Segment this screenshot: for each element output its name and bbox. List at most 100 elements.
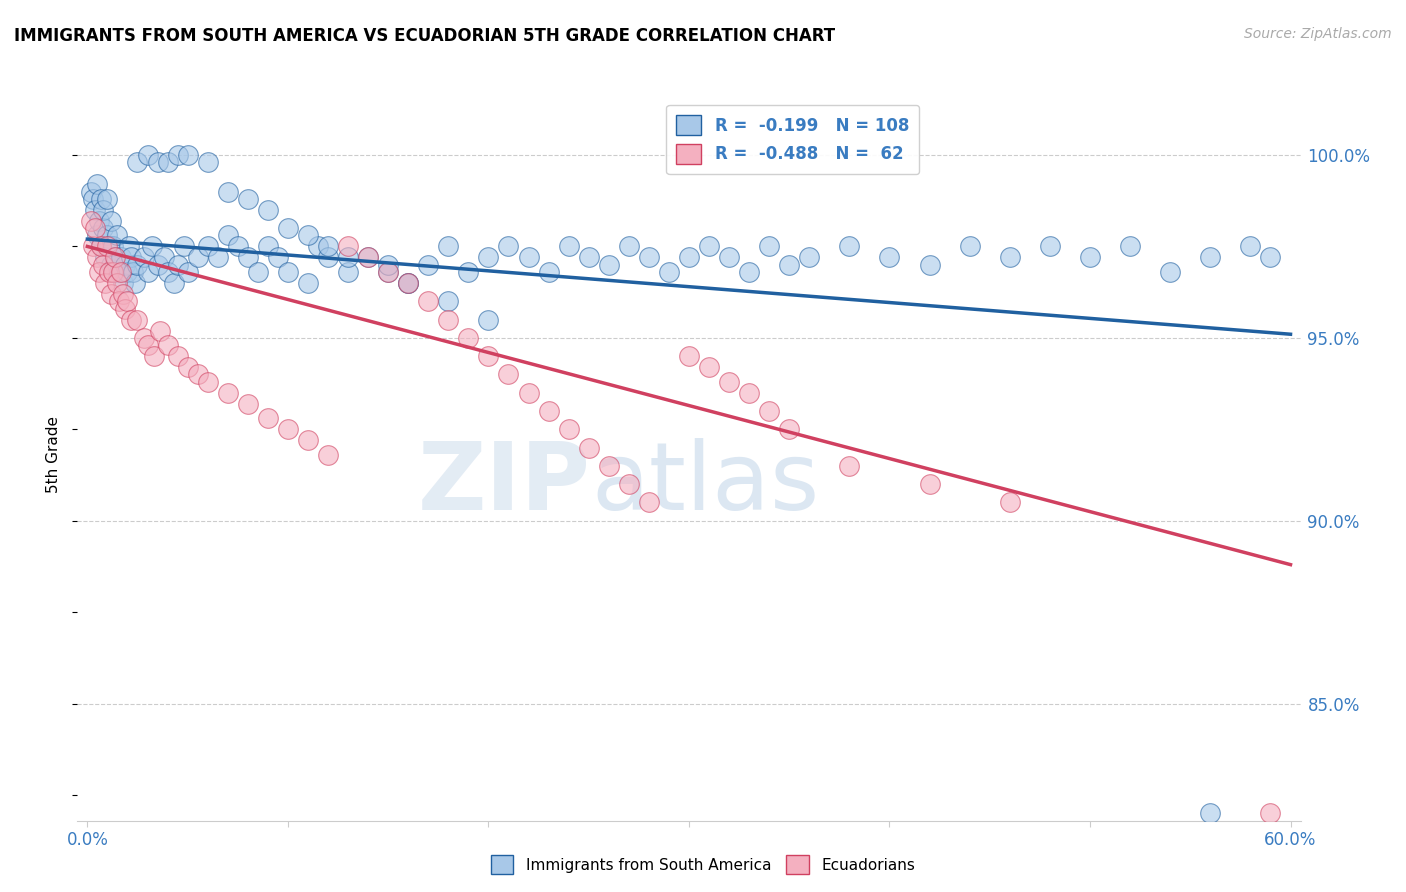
Point: [104, 251, 127, 265]
Point: [148, 324, 170, 338]
Point: [598, 458, 620, 473]
Point: [337, 251, 360, 265]
Point: [80, 185, 103, 199]
Point: [718, 251, 741, 265]
Point: [277, 221, 299, 235]
Point: [537, 404, 560, 418]
Point: [136, 338, 159, 352]
Point: [678, 349, 700, 363]
Point: [94, 276, 117, 290]
Point: [256, 202, 278, 217]
Point: [156, 155, 179, 169]
Point: [998, 495, 1021, 509]
Point: [658, 265, 681, 279]
Point: [107, 276, 129, 290]
Point: [998, 251, 1021, 265]
Point: [879, 251, 901, 265]
Point: [1078, 251, 1101, 265]
Point: [838, 239, 860, 253]
Point: [598, 258, 620, 272]
Point: [89, 214, 111, 228]
Point: [1159, 265, 1181, 279]
Point: [637, 251, 659, 265]
Point: [498, 239, 520, 253]
Point: [146, 155, 169, 169]
Point: [738, 385, 761, 400]
Legend: Immigrants from South America, Ecuadorians: Immigrants from South America, Ecuadoria…: [485, 849, 921, 880]
Point: [114, 301, 136, 316]
Point: [173, 239, 195, 253]
Point: [98, 265, 121, 279]
Point: [236, 397, 259, 411]
Point: [93, 221, 115, 235]
Point: [1199, 251, 1222, 265]
Point: [176, 265, 198, 279]
Point: [142, 349, 165, 363]
Point: [437, 294, 460, 309]
Point: [918, 258, 941, 272]
Point: [557, 239, 579, 253]
Point: [578, 251, 600, 265]
Point: [1239, 239, 1261, 253]
Point: [197, 239, 219, 253]
Point: [758, 404, 780, 418]
Point: [256, 239, 278, 253]
Point: [277, 265, 299, 279]
Point: [396, 276, 419, 290]
Point: [316, 239, 339, 253]
Point: [110, 265, 132, 279]
Point: [90, 192, 112, 206]
Point: [104, 251, 127, 265]
Point: [82, 192, 104, 206]
Point: [103, 265, 125, 279]
Point: [617, 477, 640, 491]
Point: [176, 360, 198, 375]
Point: [256, 411, 278, 425]
Point: [217, 228, 239, 243]
Point: [146, 258, 169, 272]
Point: [637, 495, 659, 509]
Point: [477, 312, 499, 326]
Point: [498, 368, 520, 382]
Point: [418, 294, 440, 309]
Point: [108, 294, 131, 309]
Point: [246, 265, 269, 279]
Point: [297, 434, 319, 448]
Text: IMMIGRANTS FROM SOUTH AMERICA VS ECUADORIAN 5TH GRADE CORRELATION CHART: IMMIGRANTS FROM SOUTH AMERICA VS ECUADOR…: [14, 27, 835, 45]
Point: [93, 202, 115, 217]
Point: [114, 258, 136, 272]
Point: [156, 338, 179, 352]
Point: [84, 221, 107, 235]
Point: [959, 239, 981, 253]
Point: [82, 239, 104, 253]
Point: [80, 214, 103, 228]
Point: [108, 265, 131, 279]
Point: [112, 276, 135, 290]
Point: [121, 312, 143, 326]
Point: [377, 265, 399, 279]
Point: [90, 239, 112, 253]
Point: [357, 251, 380, 265]
Point: [477, 349, 499, 363]
Point: [778, 422, 800, 436]
Point: [100, 214, 122, 228]
Point: [337, 239, 360, 253]
Point: [136, 265, 159, 279]
Point: [103, 239, 125, 253]
Point: [197, 155, 219, 169]
Legend: R =  -0.199   N = 108, R =  -0.488   N =  62: R = -0.199 N = 108, R = -0.488 N = 62: [666, 105, 920, 174]
Point: [758, 239, 780, 253]
Point: [96, 239, 118, 253]
Point: [738, 265, 761, 279]
Point: [187, 251, 209, 265]
Point: [557, 422, 579, 436]
Point: [96, 228, 118, 243]
Point: [778, 258, 800, 272]
Point: [127, 312, 149, 326]
Point: [107, 228, 129, 243]
Point: [1260, 251, 1282, 265]
Point: [718, 375, 741, 389]
Point: [122, 265, 145, 279]
Point: [297, 228, 319, 243]
Point: [1039, 239, 1062, 253]
